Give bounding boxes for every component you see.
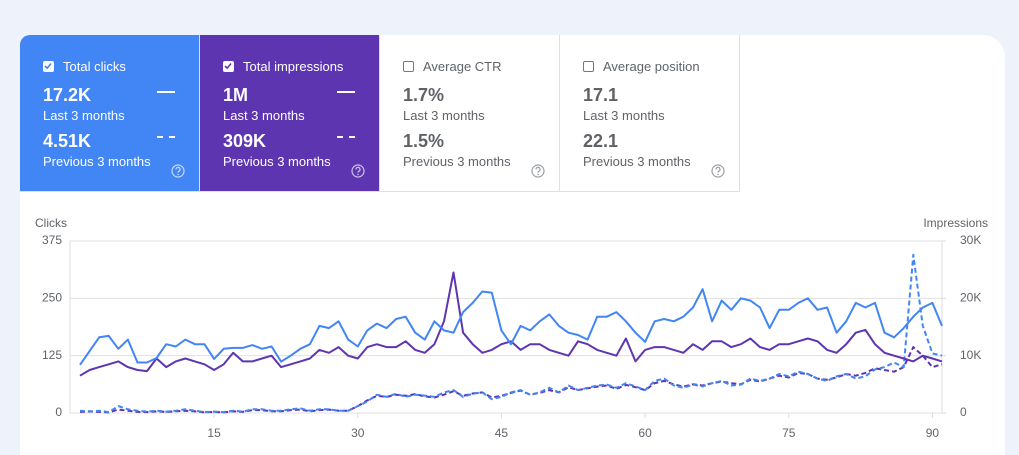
help-glyph (531, 164, 545, 178)
help-icon[interactable] (711, 164, 725, 178)
x-tick-label: 15 (207, 426, 221, 440)
current-value: 1.7% (403, 85, 445, 105)
checkbox[interactable] (403, 61, 414, 72)
current-value: 1M (223, 85, 249, 105)
y2-tick-label: 0 (960, 405, 967, 419)
metric-title: Average position (603, 59, 700, 74)
help-icon[interactable] (531, 164, 545, 178)
checkbox[interactable] (583, 61, 594, 72)
previous-value: 22.1 (583, 131, 619, 151)
check-mark (44, 62, 52, 70)
previous-line-icon (157, 136, 175, 138)
y-tick-label: 250 (42, 291, 62, 305)
help-glyph (711, 164, 725, 178)
metric-card[interactable]: Total impressions 1M Last 3 months 309K Prev… (200, 35, 380, 192)
previous-line-icon (337, 136, 355, 138)
checkbox[interactable] (43, 61, 54, 72)
previous-label: Previous 3 months (223, 154, 331, 169)
previous-label: Previous 3 months (403, 154, 511, 169)
y2-tick-label: 30K (960, 233, 981, 247)
x-tick-label: 75 (782, 426, 796, 440)
help-glyph (351, 164, 365, 178)
current-line-icon (157, 91, 175, 93)
previous-label: Previous 3 months (43, 154, 151, 169)
previous-line (79, 253, 943, 414)
metric-title: Average CTR (423, 59, 502, 74)
current-label: Last 3 months (43, 108, 125, 123)
current-value: 17.1 (583, 85, 619, 105)
help-icon[interactable] (351, 164, 365, 178)
x-tick-label: 30 (351, 426, 365, 440)
help-icon[interactable] (171, 164, 185, 178)
checkbox[interactable] (223, 61, 234, 72)
x-tick-label: 60 (638, 426, 652, 440)
y-tick-label: 0 (55, 405, 62, 419)
metric-card[interactable]: Total clicks 17.2K Last 3 months 4.51K Previ… (20, 35, 200, 192)
x-tick-label: 45 (495, 426, 509, 440)
y2-tick-label: 20K (960, 291, 981, 305)
metric-card[interactable]: Average CTR 1.7% Last 3 months 1.5% Previous… (380, 35, 560, 192)
current-label: Last 3 months (403, 108, 485, 123)
previous-label: Previous 3 months (583, 154, 691, 169)
y-tick-label: 375 (42, 233, 62, 247)
current-line-icon (337, 91, 355, 93)
y2-tick-label: 10K (960, 348, 981, 362)
y-axis-label: Clicks (35, 216, 67, 230)
help-glyph (171, 164, 185, 178)
check-mark (224, 62, 232, 70)
current-line (79, 288, 943, 366)
y2-axis-label: Impressions (923, 216, 988, 230)
performance-panel: Total clicks 17.2K Last 3 months 4.51K Previ… (20, 35, 1005, 455)
metric-title: Total clicks (63, 59, 126, 74)
previous-value: 1.5% (403, 131, 445, 151)
current-line (79, 271, 943, 377)
previous-value: 4.51K (43, 131, 92, 151)
metric-card[interactable]: Average position 17.1 Last 3 months 22.1 Pre… (560, 35, 740, 192)
previous-value: 309K (223, 131, 267, 151)
x-tick-label: 90 (926, 426, 940, 440)
current-label: Last 3 months (223, 108, 305, 123)
metric-title: Total impressions (243, 59, 344, 74)
y-tick-label: 125 (42, 348, 62, 362)
current-label: Last 3 months (583, 108, 665, 123)
previous-line (79, 346, 943, 414)
current-value: 17.2K (43, 85, 92, 105)
